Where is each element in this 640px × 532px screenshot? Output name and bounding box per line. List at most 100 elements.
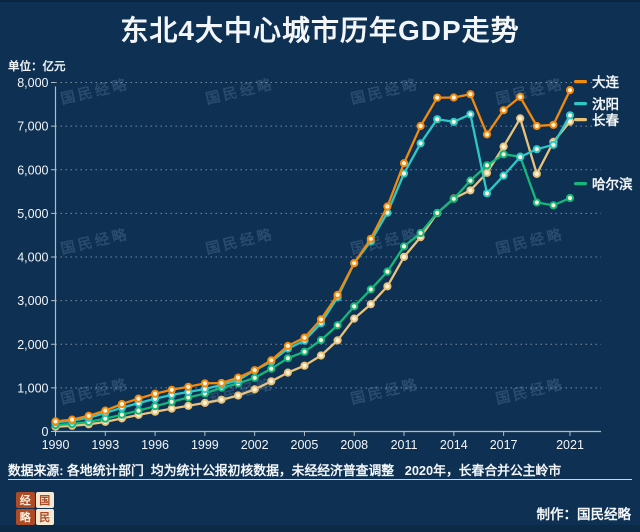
data-source-note: 数据来源: 各地统计部门 均为统计公报初核数据，未经经济普查调整 2020年，长… <box>8 463 562 478</box>
footer-divider <box>8 479 632 480</box>
watermark: 国民经略 <box>349 75 421 108</box>
y-axis-label: 0 <box>42 425 49 439</box>
series-marker-dalian <box>333 290 342 299</box>
series-marker-harbin <box>549 201 558 210</box>
series-marker-dalian <box>316 315 326 324</box>
series-marker-changchun <box>350 314 359 323</box>
y-axis-label: 2,000 <box>17 338 48 352</box>
x-axis-label: 1999 <box>191 438 219 452</box>
y-axis-label: 4,000 <box>17 251 48 265</box>
series-marker-changchun <box>234 391 243 400</box>
series-marker-dalian <box>433 93 442 102</box>
series-marker-dalian <box>234 373 243 382</box>
legend-label-dalian: 大连 <box>592 74 620 90</box>
series-marker-harbin <box>499 150 508 159</box>
series-marker-dalian <box>416 121 425 131</box>
legend-dash-harbin <box>574 182 587 186</box>
y-axis-label: 5,000 <box>17 207 48 221</box>
series-marker-dalian <box>449 93 458 102</box>
x-axis-label: 2005 <box>291 438 319 452</box>
watermark: 国民经略 <box>494 225 566 258</box>
series-marker-harbin <box>316 336 326 345</box>
series-marker-harbin <box>267 364 276 373</box>
series-marker-harbin <box>350 302 359 311</box>
series-marker-changchun <box>267 377 276 386</box>
series-line-harbin <box>54 153 572 427</box>
series-marker-dalian <box>366 234 375 243</box>
series-marker-changchun <box>167 404 176 413</box>
series-marker-harbin <box>151 402 160 411</box>
series-marker-harbin <box>300 347 309 356</box>
logo-tile-lue: 略 <box>16 509 35 525</box>
series-marker-changchun <box>532 169 541 178</box>
series-marker-changchun <box>283 368 292 377</box>
series-marker-dalian <box>51 417 60 426</box>
series-marker-changchun <box>383 282 392 291</box>
series-marker-dalian <box>101 406 110 415</box>
logo-tile-guo: 国 <box>35 492 54 508</box>
x-axis-label: 2011 <box>391 438 418 452</box>
series-marker-dalian <box>217 378 226 388</box>
series-marker-shenyang <box>416 139 425 148</box>
y-axis-label: 1,000 <box>17 381 48 395</box>
series-marker-dalian <box>167 385 176 394</box>
series-marker-harbin <box>366 285 375 294</box>
series-marker-shenyang <box>549 140 558 149</box>
series-marker-dalian <box>151 389 160 398</box>
x-axis-label: 2017 <box>490 438 518 452</box>
y-axis-label: 8,000 <box>17 76 48 90</box>
legend-label-shenyang: 沈阳 <box>592 96 619 112</box>
series-marker-harbin <box>565 193 575 203</box>
watermark: 国民经略 <box>494 75 566 108</box>
legend-dash-dalian <box>574 80 587 84</box>
x-axis-label: 1993 <box>91 438 119 452</box>
series-marker-dalian <box>250 366 259 375</box>
series-marker-dalian <box>516 92 525 102</box>
series-marker-harbin <box>283 354 292 363</box>
legend-label-changchun: 长春 <box>592 112 620 128</box>
series-marker-shenyang <box>499 171 508 180</box>
logo-tile-jing: 经 <box>16 492 35 508</box>
series-marker-shenyang <box>565 111 575 120</box>
series-marker-harbin <box>433 208 442 217</box>
series-marker-changchun <box>217 395 226 404</box>
series-marker-harbin <box>532 198 541 207</box>
series-marker-harbin <box>399 242 409 251</box>
series-marker-changchun <box>516 114 525 123</box>
series-marker-harbin <box>117 410 127 419</box>
watermark: 国民经略 <box>59 225 131 258</box>
series-marker-shenyang <box>466 110 475 119</box>
series-marker-dalian <box>499 106 508 115</box>
watermark: 国民经略 <box>494 375 566 408</box>
y-axis-label: 3,000 <box>17 294 48 308</box>
watermark: 国民经略 <box>204 75 276 108</box>
watermark: 国民经略 <box>59 75 131 108</box>
series-marker-changchun <box>499 142 508 151</box>
series-marker-changchun <box>333 336 342 345</box>
x-axis-label: 2008 <box>340 438 368 452</box>
series-marker-shenyang <box>433 115 442 124</box>
series-marker-dalian <box>283 341 292 350</box>
x-axis-label: 2014 <box>440 438 468 452</box>
series-marker-changchun <box>300 361 309 370</box>
series-marker-dalian <box>117 399 127 409</box>
series-marker-dalian <box>84 411 93 420</box>
series-marker-changchun <box>399 252 409 261</box>
series-marker-shenyang <box>449 117 458 126</box>
series-marker-changchun <box>184 401 193 410</box>
brand-seal-logo: 经 国 略 民 <box>16 492 54 525</box>
series-marker-dalian <box>466 90 475 99</box>
series-marker-dalian <box>134 394 143 403</box>
series-marker-harbin <box>449 194 458 203</box>
unit-label: 单位：亿元 <box>8 61 66 73</box>
series-line-changchun <box>54 117 572 428</box>
x-axis-label: 1990 <box>42 438 70 452</box>
y-axis-label: 6,000 <box>17 163 48 177</box>
series-marker-harbin <box>134 406 143 415</box>
watermark: 国民经略 <box>204 225 276 258</box>
x-axis-label: 2002 <box>241 438 269 452</box>
page-title: 东北4大中心城市历年GDP走势 <box>120 15 520 46</box>
series-marker-shenyang <box>532 145 541 154</box>
